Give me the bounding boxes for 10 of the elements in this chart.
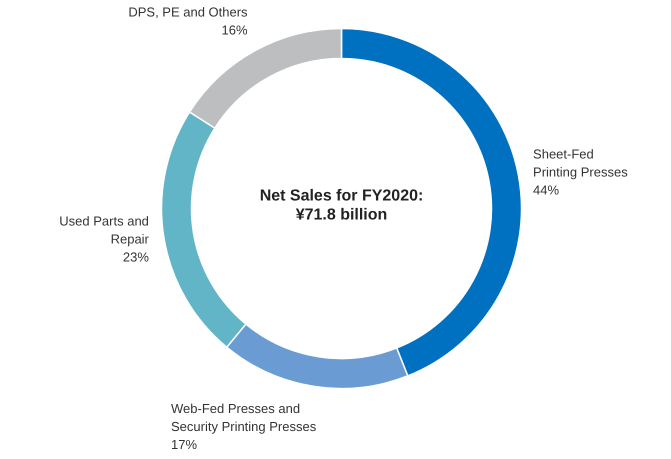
data-label: 16% [222, 22, 248, 38]
text: Net Sales for FY2020: [260, 188, 424, 204]
data-label: 17% [170, 437, 198, 452]
text: ¥71.8 billion [296, 206, 388, 224]
slice-label: DPS, PE and Others [128, 4, 248, 20]
slice-label: Web-Fed Presses and Security Printing Presses [170, 401, 317, 434]
slice-label: Used Parts and Repair [59, 214, 150, 247]
data-label: 44% [533, 182, 560, 198]
data-label: 23% [122, 250, 150, 265]
slice-label: Sheet-Fed Printing Presses [533, 146, 628, 180]
